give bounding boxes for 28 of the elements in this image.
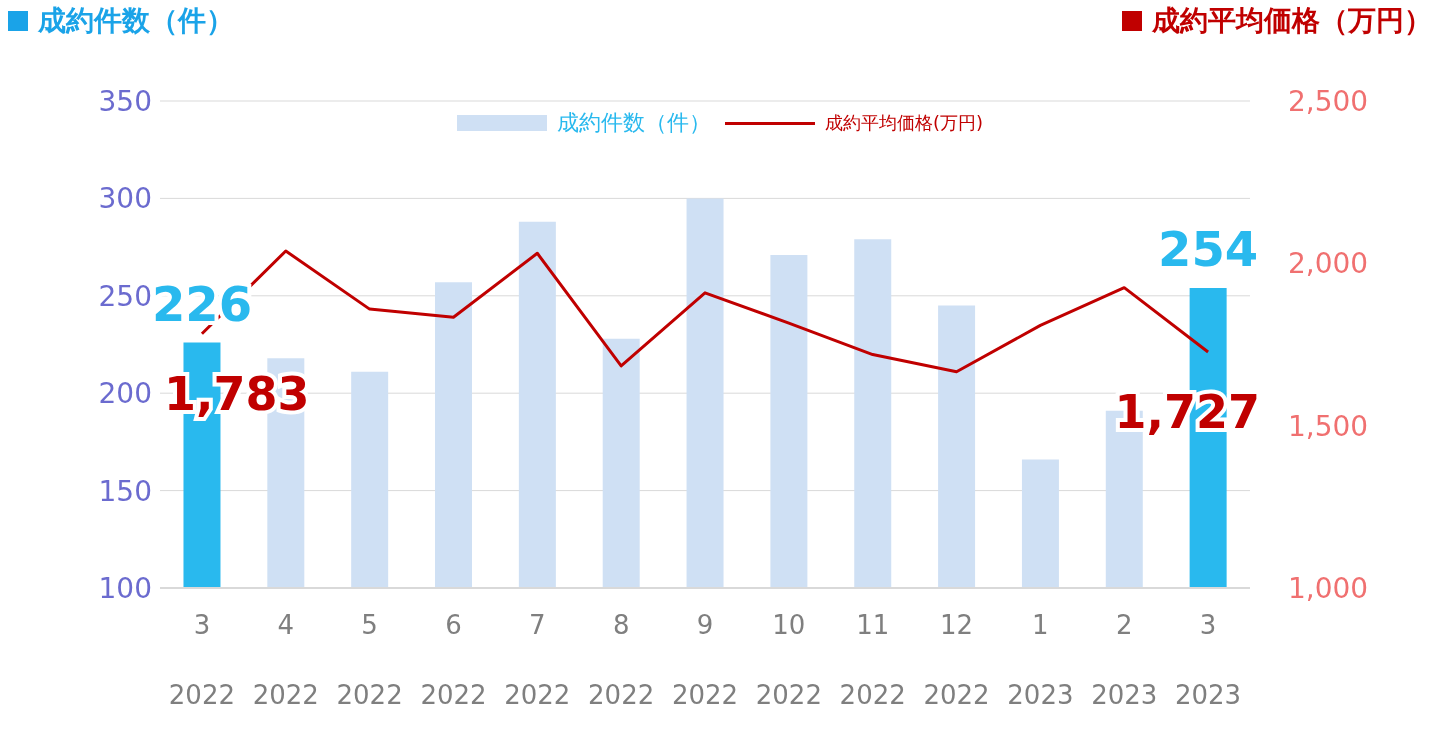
y2-tick-label: 1,500 [1288,409,1369,443]
category-label: 11 2022 [839,610,906,710]
category-label: 1 2023 [1007,610,1074,710]
legend-label: 成約平均価格(万円) [824,111,984,135]
category-label: 2 2023 [1091,610,1158,710]
y-tick-label: 350 [98,84,152,118]
legend-label: 成約件数（件） [556,109,711,137]
category-label: 7 2022 [504,610,571,710]
category-label: 8 2022 [588,610,655,710]
category-label: 4 2022 [252,610,319,710]
y-tick-label: 250 [98,279,152,313]
y-tick-label: 300 [98,182,152,216]
y-tick-label: 100 [98,571,152,605]
y-axis-title: 成約件数（件） [38,3,234,39]
data-label: 254 [1158,221,1259,278]
y2-tick-label: 1,000 [1288,571,1369,605]
category-label: 6 2022 [420,610,487,710]
y-tick-label: 200 [98,377,152,411]
category-label: 10 2022 [755,610,822,710]
y-tick-label: 150 [98,474,152,508]
y2-axis-title: 成約平均価格（万円） [1152,3,1432,39]
category-label: 12 2022 [923,610,990,710]
y2-tick-label: 2,000 [1288,247,1369,281]
category-label: 3 2022 [168,610,236,710]
category-label: 5 2022 [336,610,403,710]
y2-tick-label: 2,500 [1288,84,1369,118]
category-label: 9 2022 [671,610,739,710]
category-label: 3 2023 [1174,610,1242,710]
